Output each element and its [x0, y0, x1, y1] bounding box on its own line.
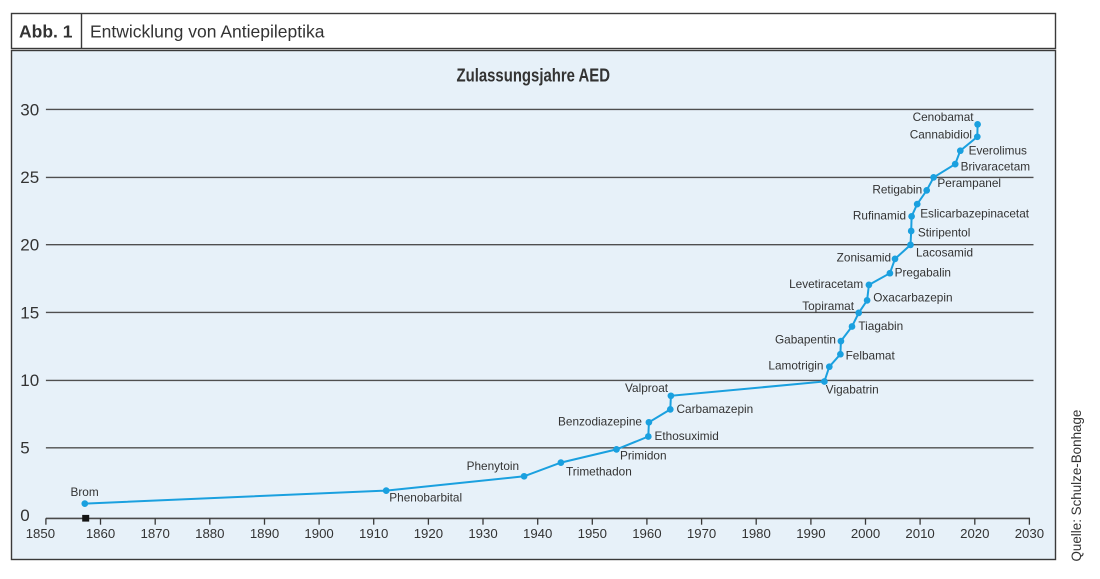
svg-text:Brivaracetam: Brivaracetam — [961, 159, 1031, 173]
svg-text:Abb. 1: Abb. 1 — [19, 21, 73, 41]
svg-text:Everolimus: Everolimus — [969, 144, 1027, 158]
svg-text:Stiripentol: Stiripentol — [918, 226, 970, 240]
svg-text:Ethosuximid: Ethosuximid — [655, 429, 719, 443]
svg-text:Zulassungsjahre AED: Zulassungsjahre AED — [457, 66, 611, 86]
svg-text:1870: 1870 — [141, 526, 170, 541]
svg-text:Gabapentin: Gabapentin — [775, 332, 836, 346]
svg-text:20: 20 — [20, 236, 39, 255]
svg-text:Tiagabin: Tiagabin — [858, 319, 903, 333]
svg-text:Vigabatrin: Vigabatrin — [826, 383, 879, 397]
svg-text:Eslicarbazepinacetat: Eslicarbazepinacetat — [920, 207, 1030, 221]
svg-text:15: 15 — [20, 303, 39, 322]
svg-text:Levetiracetam: Levetiracetam — [789, 277, 863, 291]
svg-text:Felbamat: Felbamat — [846, 348, 896, 362]
svg-text:1910: 1910 — [359, 526, 388, 541]
svg-text:Rufinamid: Rufinamid — [853, 208, 906, 222]
svg-text:1900: 1900 — [304, 526, 333, 541]
svg-text:Pregabalin: Pregabalin — [895, 266, 951, 280]
svg-text:Entwicklung von Antiepileptika: Entwicklung von Antiepileptika — [90, 21, 325, 41]
svg-text:1970: 1970 — [687, 526, 716, 541]
svg-text:Cenobamat: Cenobamat — [913, 110, 975, 124]
svg-text:1960: 1960 — [632, 526, 661, 541]
svg-text:Brom: Brom — [71, 485, 99, 499]
svg-text:2030: 2030 — [1015, 526, 1044, 541]
svg-text:2010: 2010 — [905, 526, 934, 541]
svg-text:10: 10 — [20, 371, 39, 390]
svg-text:1920: 1920 — [414, 526, 443, 541]
svg-text:Benzodiazepine: Benzodiazepine — [558, 414, 642, 428]
svg-text:Carbamazepin: Carbamazepin — [677, 402, 754, 416]
svg-text:Oxacarbazepin: Oxacarbazepin — [873, 290, 952, 304]
svg-text:1890: 1890 — [250, 526, 279, 541]
svg-text:1860: 1860 — [86, 526, 115, 541]
svg-text:1850: 1850 — [26, 526, 55, 541]
svg-text:30: 30 — [20, 101, 39, 120]
svg-text:0: 0 — [20, 506, 29, 525]
svg-text:2000: 2000 — [851, 526, 880, 541]
svg-text:Lamotrigin: Lamotrigin — [768, 359, 823, 373]
svg-text:Zonisamid: Zonisamid — [837, 251, 891, 265]
svg-text:2020: 2020 — [960, 526, 989, 541]
svg-text:Trimethadon: Trimethadon — [566, 465, 632, 479]
svg-text:Cannabidiol: Cannabidiol — [910, 128, 972, 142]
svg-text:1930: 1930 — [468, 526, 497, 541]
svg-text:1950: 1950 — [578, 526, 607, 541]
svg-text:Valproat: Valproat — [625, 381, 669, 395]
svg-text:Quelle: Schulze-Bonhage: Quelle: Schulze-Bonhage — [1069, 410, 1084, 562]
svg-text:5: 5 — [20, 439, 29, 458]
svg-text:1940: 1940 — [523, 526, 552, 541]
svg-text:1990: 1990 — [796, 526, 825, 541]
svg-text:Perampanel: Perampanel — [937, 176, 1001, 190]
svg-text:Primidon: Primidon — [620, 449, 667, 463]
svg-text:Topiramat: Topiramat — [802, 299, 855, 313]
svg-text:Retigabin: Retigabin — [872, 182, 922, 196]
svg-text:25: 25 — [20, 168, 39, 187]
svg-text:1980: 1980 — [742, 526, 771, 541]
svg-text:Phenytoin: Phenytoin — [467, 459, 519, 473]
svg-text:Phenobarbital: Phenobarbital — [389, 491, 462, 505]
svg-text:1880: 1880 — [195, 526, 224, 541]
svg-text:Lacosamid: Lacosamid — [916, 246, 973, 260]
